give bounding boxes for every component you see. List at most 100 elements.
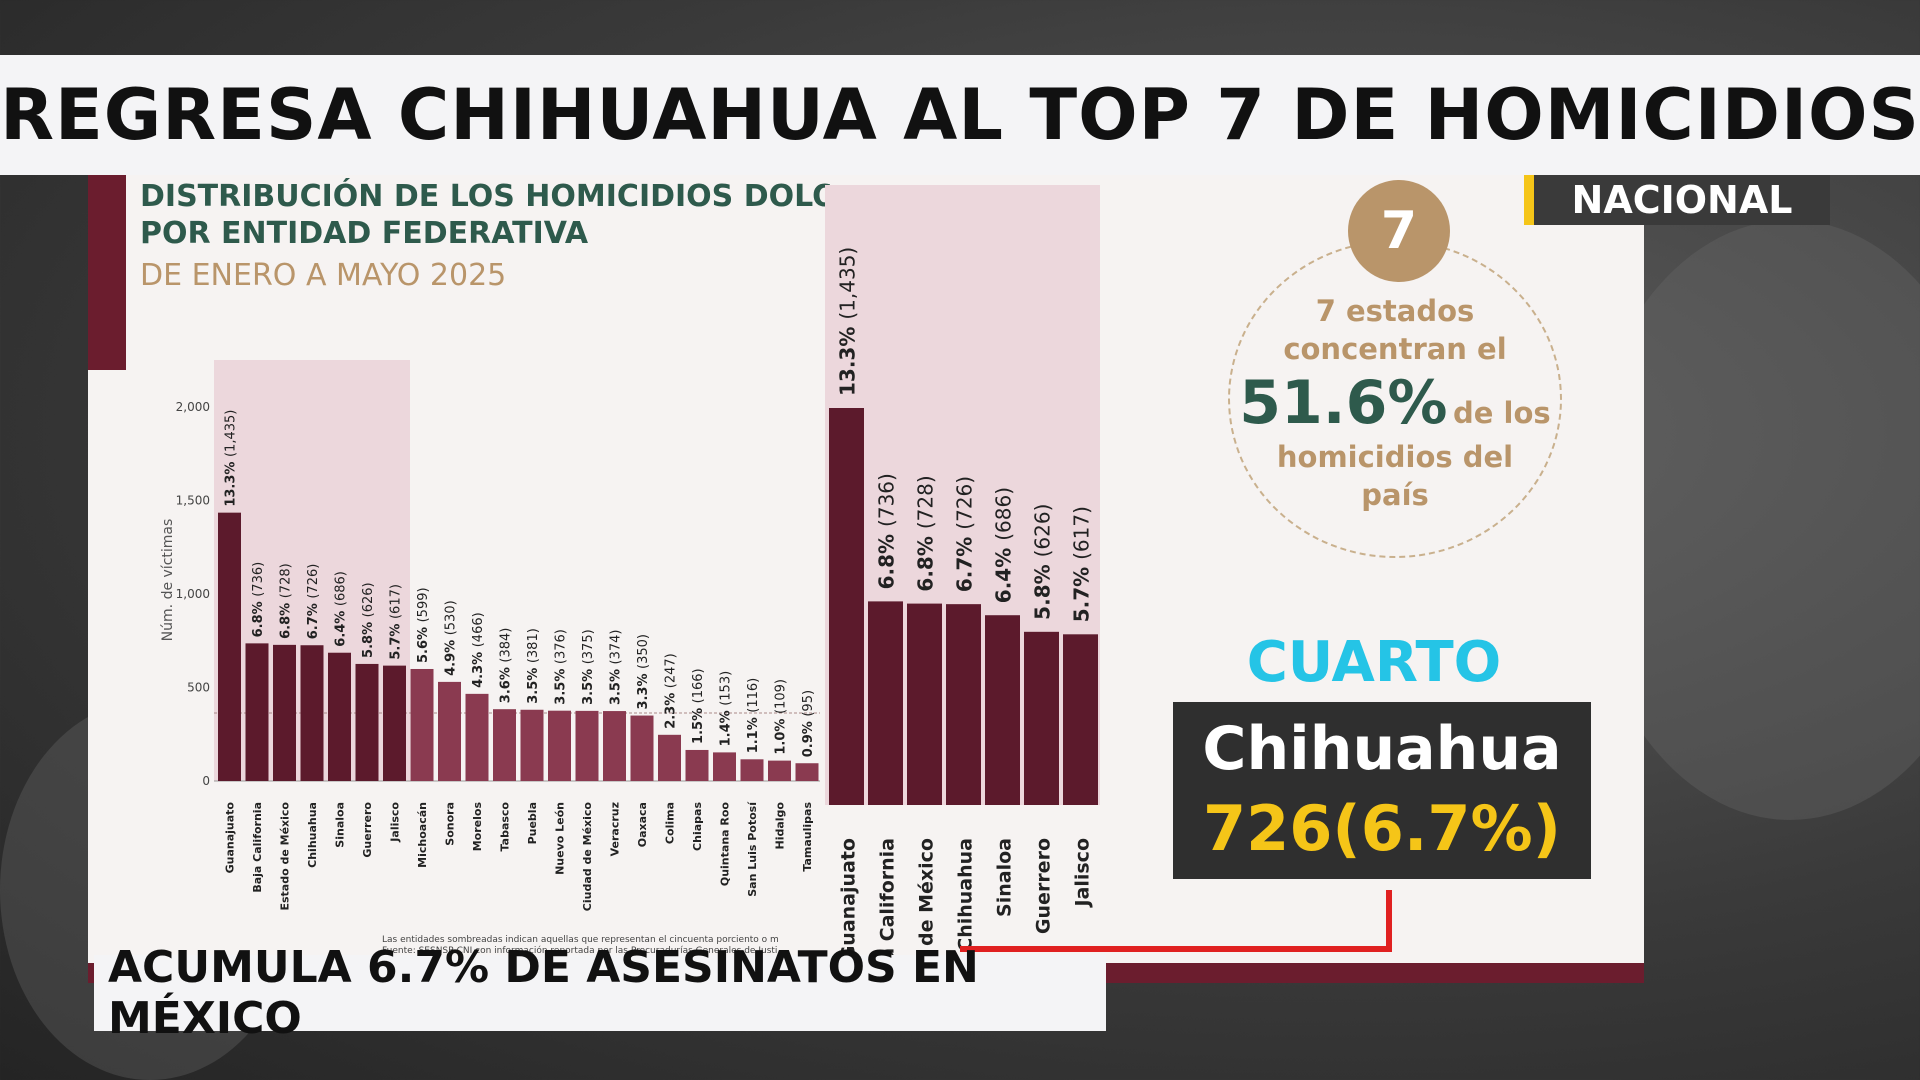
category-label: Estado de México bbox=[279, 802, 292, 911]
bar-quintana-roo bbox=[713, 752, 736, 781]
bar-value-label: 6.8% (736) bbox=[251, 562, 266, 638]
zoom-bar-value-label: 6.4% (686) bbox=[992, 487, 1016, 603]
bar-guerrero bbox=[355, 663, 379, 781]
zoom-category-label: Jalisco bbox=[1072, 838, 1094, 909]
stat-big-suffix: de los bbox=[1453, 396, 1551, 430]
bar-guanajuato bbox=[218, 512, 241, 781]
bar-value-label: 3.5% (381) bbox=[526, 628, 541, 704]
lower-third-text: ACUMULA 6.7% DE ASESINATOS EN MÉXICO bbox=[108, 942, 979, 1044]
bar-hidalgo bbox=[768, 760, 791, 781]
bar-puebla bbox=[520, 709, 544, 781]
headline-text: REGRESA CHIHUAHUA AL TOP 7 DE HOMICIDIOS bbox=[0, 74, 1920, 156]
category-label: Hidalgo bbox=[774, 802, 787, 850]
chart-title: DISTRIBUCIÓN DE LOS HOMICIDIOS DOLO POR … bbox=[140, 178, 830, 293]
zoom-bar-value-label: 6.7% (726) bbox=[953, 476, 977, 592]
category-label: Tabasco bbox=[499, 802, 512, 852]
category-label: Nuevo León bbox=[554, 802, 567, 875]
bar-value-label: 4.3% (466) bbox=[471, 612, 486, 688]
bar-chihuahua bbox=[300, 645, 324, 781]
category-label: Ciudad de México bbox=[581, 802, 594, 912]
category-label: Chihuahua bbox=[306, 802, 319, 868]
category-label: Colima bbox=[664, 802, 677, 844]
category-label: San Luis Potosí bbox=[746, 801, 759, 897]
category-label: Chiapas bbox=[691, 802, 704, 851]
bar-value-label: 1.5% (166) bbox=[691, 668, 706, 744]
bar-value-label: 13.3% (1,435) bbox=[224, 410, 239, 507]
category-label: Morelos bbox=[471, 802, 484, 852]
chart-subtitle: DE ENERO A MAYO 2025 bbox=[140, 258, 507, 293]
pointer-line-vertical bbox=[1386, 890, 1392, 950]
bar-value-label: 4.9% (530) bbox=[444, 600, 459, 676]
bar-value-label: 0.9% (95) bbox=[801, 690, 816, 757]
y-tick-label: 1,000 bbox=[176, 587, 210, 601]
stat-badge: 7 bbox=[1348, 180, 1450, 282]
section-tag-label: NACIONAL bbox=[1571, 178, 1793, 222]
panel-left-rule bbox=[88, 175, 126, 370]
stat-line2: concentran el bbox=[1283, 332, 1507, 366]
bar-value-label: 3.5% (376) bbox=[554, 629, 569, 705]
bar-estado-de-méxico bbox=[273, 644, 296, 781]
category-label: Tamaulipas bbox=[801, 802, 814, 872]
zoom-category-label: Chihuahua bbox=[955, 838, 977, 952]
y-tick-label: 1,500 bbox=[176, 494, 210, 508]
zoom-category-label: Guanajuato bbox=[838, 838, 860, 961]
pointer-line-horizontal bbox=[960, 946, 1392, 952]
bar-veracruz bbox=[603, 711, 626, 781]
category-label: Veracruz bbox=[609, 802, 622, 856]
y-tick-label: 2,000 bbox=[176, 400, 210, 414]
bar-value-label: 5.7% (617) bbox=[389, 584, 404, 660]
lower-third: ACUMULA 6.7% DE ASESINATOS EN MÉXICO bbox=[94, 942, 1106, 1044]
category-label: Sonora bbox=[444, 802, 457, 846]
bar-oaxaca bbox=[630, 715, 654, 781]
bar-michoacán bbox=[410, 668, 434, 781]
zoom-bar-estado-de-méxico bbox=[907, 603, 942, 805]
bar-sonora bbox=[438, 681, 461, 781]
y-axis-label: Núm. de víctimas bbox=[160, 519, 176, 642]
category-label: Guerrero bbox=[361, 802, 374, 858]
bar-ciudad-de-méxico bbox=[575, 710, 599, 781]
bar-value-label: 6.4% (686) bbox=[334, 571, 349, 647]
bar-morelos bbox=[465, 693, 489, 781]
bar-value-label: 3.6% (384) bbox=[499, 628, 514, 704]
bar-value-label: 5.6% (599) bbox=[416, 587, 431, 663]
chart-title-line1: DISTRIBUCIÓN DE LOS HOMICIDIOS DOLO bbox=[140, 179, 830, 214]
zoom-bar-value-label: 5.7% (617) bbox=[1070, 506, 1094, 622]
zoom-bar-value-label: 5.8% (626) bbox=[1031, 504, 1055, 620]
bar-san-luis-potosí bbox=[740, 759, 764, 781]
zoom-bar-value-label: 13.3% (1,435) bbox=[836, 247, 860, 396]
category-label: Guanajuato bbox=[224, 802, 237, 874]
stat-text: 7 estados concentran el 51.6% de los hom… bbox=[1228, 292, 1562, 514]
bar-value-label: 1.4% (153) bbox=[719, 671, 734, 747]
headline-bar: REGRESA CHIHUAHUA AL TOP 7 DE HOMICIDIOS bbox=[0, 55, 1920, 175]
y-tick-label: 0 bbox=[202, 774, 210, 788]
bar-jalisco bbox=[383, 665, 406, 781]
bar-value-label: 1.0% (109) bbox=[774, 679, 789, 755]
bar-baja-california bbox=[245, 643, 269, 781]
bar-value-label: 6.8% (728) bbox=[279, 563, 294, 639]
stat-badge-number: 7 bbox=[1380, 201, 1418, 261]
callout-value: 726(6.7%) bbox=[1202, 792, 1562, 865]
zoom-bar-guerrero bbox=[1024, 631, 1059, 805]
zoom-bar-value-label: 6.8% (728) bbox=[914, 475, 938, 591]
category-label: Baja California bbox=[251, 802, 264, 893]
zoom-bar-guanajuato bbox=[829, 408, 864, 805]
zoom-bar-baja-california bbox=[868, 601, 903, 805]
bar-colima bbox=[658, 734, 681, 781]
bar-tabasco bbox=[493, 709, 516, 781]
category-label: Puebla bbox=[526, 802, 539, 844]
category-label: Quintana Roo bbox=[719, 802, 732, 887]
bar-value-label: 1.1% (116) bbox=[746, 678, 761, 754]
category-label: Jalisco bbox=[389, 802, 402, 843]
bar-value-label: 3.5% (375) bbox=[581, 629, 596, 705]
section-tag: NACIONAL bbox=[1524, 175, 1830, 225]
bar-sinaloa bbox=[328, 652, 351, 781]
bar-value-label: 3.3% (350) bbox=[636, 634, 651, 710]
zoom-category-label: Sinaloa bbox=[994, 838, 1016, 917]
bar-value-label: 6.7% (726) bbox=[306, 564, 321, 640]
category-label: Sinaloa bbox=[334, 802, 347, 848]
category-label: Oaxaca bbox=[636, 802, 649, 847]
bar-value-label: 3.5% (374) bbox=[609, 629, 624, 705]
zoom-category-label: Guerrero bbox=[1033, 838, 1055, 934]
bar-value-label: 2.3% (247) bbox=[664, 653, 679, 729]
